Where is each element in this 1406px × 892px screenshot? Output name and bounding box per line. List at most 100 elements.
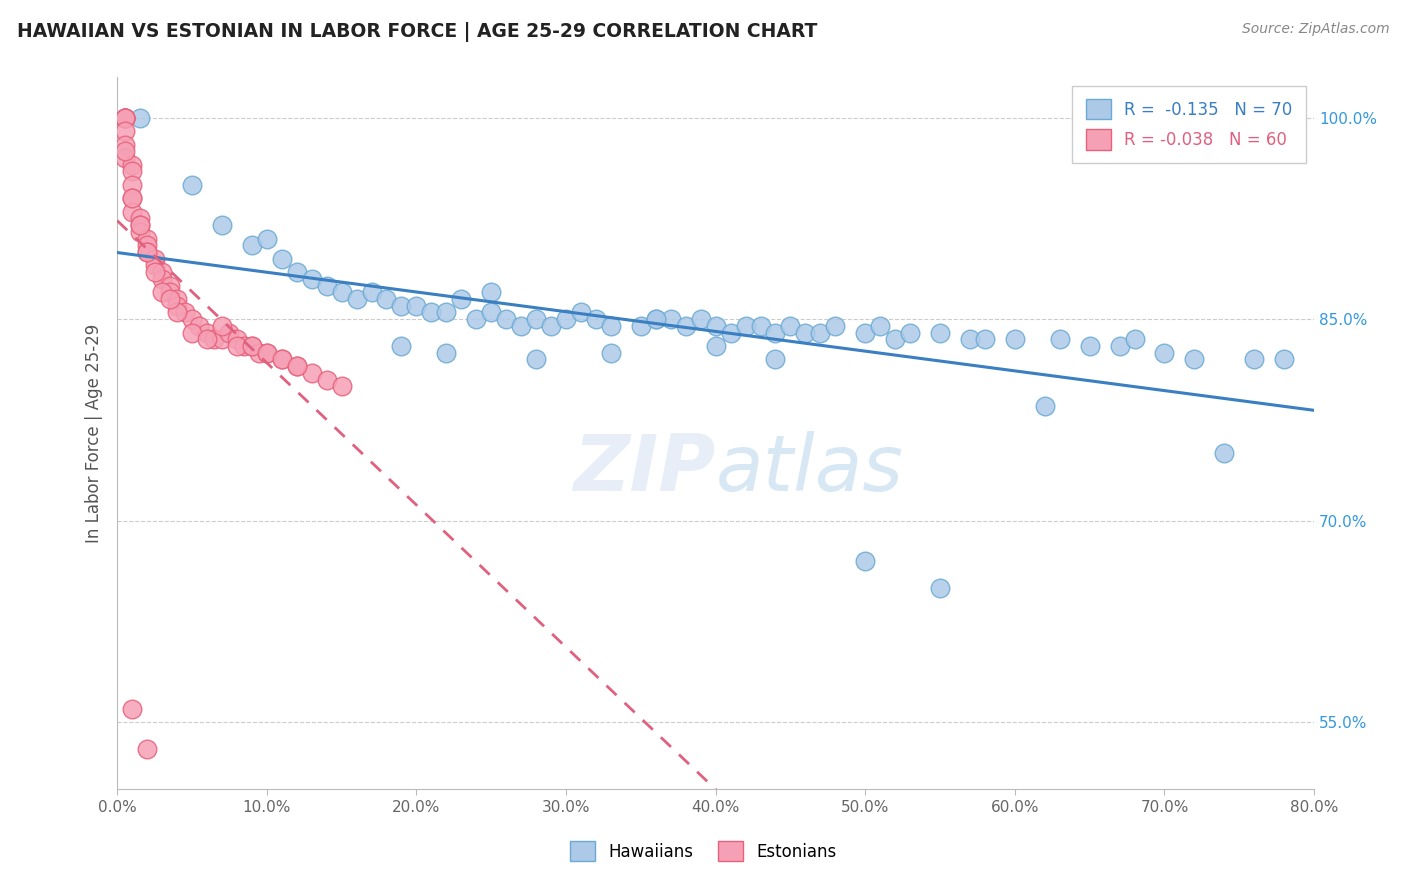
Point xyxy=(285,265,308,279)
Point xyxy=(225,332,247,346)
Point xyxy=(114,111,136,125)
Point xyxy=(675,318,697,333)
Point xyxy=(1078,339,1101,353)
Point xyxy=(256,345,278,359)
Point xyxy=(420,305,443,319)
Point xyxy=(128,225,150,239)
Point xyxy=(166,292,188,306)
Point xyxy=(434,345,457,359)
Point xyxy=(704,339,727,353)
Point xyxy=(704,318,727,333)
Point xyxy=(128,218,150,232)
Point xyxy=(301,272,323,286)
Point xyxy=(270,352,292,367)
Point xyxy=(128,218,150,232)
Point xyxy=(929,326,952,340)
Point xyxy=(1123,332,1146,346)
Y-axis label: In Labor Force | Age 25-29: In Labor Force | Age 25-29 xyxy=(86,324,103,543)
Point xyxy=(599,318,621,333)
Point xyxy=(346,292,368,306)
Text: ZIP: ZIP xyxy=(574,431,716,507)
Point xyxy=(195,326,218,340)
Text: HAWAIIAN VS ESTONIAN IN LABOR FORCE | AGE 25-29 CORRELATION CHART: HAWAIIAN VS ESTONIAN IN LABOR FORCE | AG… xyxy=(17,22,817,42)
Point xyxy=(285,359,308,373)
Point xyxy=(114,111,136,125)
Point xyxy=(959,332,981,346)
Point xyxy=(1108,339,1130,353)
Point xyxy=(121,701,143,715)
Point xyxy=(375,292,398,306)
Point xyxy=(765,326,787,340)
Legend: R =  -0.135   N = 70, R = -0.038   N = 60: R = -0.135 N = 70, R = -0.038 N = 60 xyxy=(1073,86,1306,163)
Point xyxy=(143,265,166,279)
Point xyxy=(853,326,876,340)
Point xyxy=(884,332,907,346)
Point xyxy=(1004,332,1026,346)
Point xyxy=(630,318,652,333)
Point xyxy=(524,352,547,367)
Point xyxy=(808,326,831,340)
Point xyxy=(143,259,166,273)
Text: Source: ZipAtlas.com: Source: ZipAtlas.com xyxy=(1241,22,1389,37)
Point xyxy=(524,312,547,326)
Point xyxy=(240,238,263,252)
Point xyxy=(173,305,195,319)
Point xyxy=(270,352,292,367)
Point xyxy=(247,345,270,359)
Point xyxy=(330,379,353,393)
Point xyxy=(159,285,181,300)
Point xyxy=(450,292,472,306)
Point xyxy=(211,218,233,232)
Point xyxy=(150,272,173,286)
Point xyxy=(285,359,308,373)
Point xyxy=(405,299,427,313)
Point xyxy=(315,278,337,293)
Point xyxy=(136,238,159,252)
Point xyxy=(136,742,159,756)
Point xyxy=(1243,352,1265,367)
Point xyxy=(869,318,891,333)
Point xyxy=(391,339,413,353)
Point xyxy=(974,332,997,346)
Point xyxy=(240,339,263,353)
Point xyxy=(114,111,136,125)
Point xyxy=(1033,400,1056,414)
Point xyxy=(794,326,817,340)
Point xyxy=(315,373,337,387)
Point xyxy=(114,145,136,159)
Point xyxy=(929,581,952,595)
Point xyxy=(1182,352,1205,367)
Point xyxy=(749,318,772,333)
Point xyxy=(301,366,323,380)
Point xyxy=(121,158,143,172)
Point xyxy=(540,318,562,333)
Point xyxy=(1049,332,1071,346)
Point xyxy=(644,312,666,326)
Point xyxy=(218,326,240,340)
Point xyxy=(853,554,876,568)
Point xyxy=(204,332,226,346)
Text: atlas: atlas xyxy=(716,431,904,507)
Point xyxy=(128,211,150,226)
Point xyxy=(659,312,682,326)
Point xyxy=(734,318,756,333)
Point xyxy=(270,252,292,266)
Point xyxy=(121,191,143,205)
Point xyxy=(256,231,278,245)
Point xyxy=(166,299,188,313)
Point xyxy=(510,318,533,333)
Point xyxy=(391,299,413,313)
Point xyxy=(898,326,921,340)
Point xyxy=(121,204,143,219)
Point xyxy=(585,312,607,326)
Point xyxy=(1272,352,1295,367)
Point xyxy=(479,305,502,319)
Point xyxy=(569,305,592,319)
Point xyxy=(211,332,233,346)
Point xyxy=(121,178,143,192)
Point xyxy=(434,305,457,319)
Point xyxy=(114,111,136,125)
Point xyxy=(240,339,263,353)
Point xyxy=(599,345,621,359)
Point xyxy=(136,245,159,260)
